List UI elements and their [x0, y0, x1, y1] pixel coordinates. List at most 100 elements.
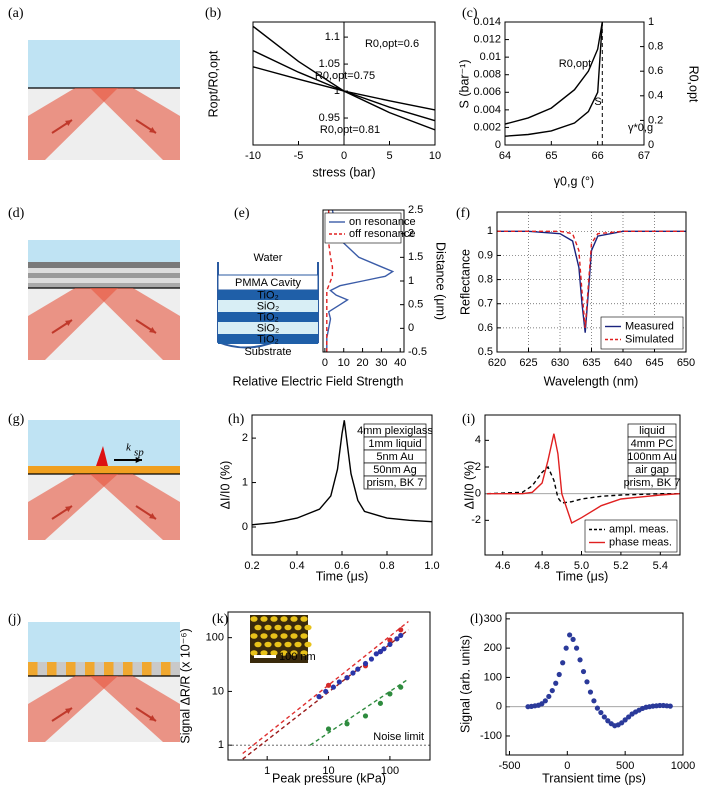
particle: [260, 650, 268, 656]
particle: [250, 616, 258, 622]
noise-label: Noise limit: [373, 731, 424, 743]
y-tick-label: 1.1: [325, 31, 340, 43]
x-axis-label: Wavelength (nm): [544, 374, 639, 388]
point: [323, 688, 329, 695]
particle: [260, 633, 268, 639]
x-tick-label: 67: [638, 150, 650, 162]
y-tick-label: 0.5: [408, 299, 423, 311]
x-tick-label: 640: [614, 357, 632, 369]
point: [591, 698, 597, 704]
point: [387, 691, 393, 697]
grating: [132, 662, 142, 676]
x-tick-label: 5.2: [613, 560, 628, 572]
y-tick-label: 10: [212, 685, 224, 697]
particle: [284, 641, 292, 648]
series-label: R0,opt: [559, 58, 591, 70]
point: [580, 668, 587, 675]
arrow-head: [65, 506, 72, 512]
y-tick-label: 0.002: [473, 121, 501, 133]
x-tick-label: 64: [499, 150, 511, 162]
layer: [28, 268, 180, 273]
y-tick-label: 0.006: [473, 86, 501, 98]
x-tick-label: 5.0: [574, 560, 589, 572]
legend: [324, 212, 402, 244]
point: [336, 679, 342, 685]
grating: [161, 662, 171, 676]
point: [387, 641, 393, 647]
beam: [90, 474, 180, 540]
beam: [90, 88, 180, 160]
particle: [274, 624, 282, 631]
x-tick-label: 0.6: [334, 560, 349, 572]
inset-cell: [627, 475, 677, 490]
layer: [218, 322, 318, 334]
y-tick-label: 4: [475, 434, 481, 446]
y-tick-label: 1: [334, 85, 340, 97]
point: [316, 694, 322, 700]
panel-label: (c): [462, 6, 478, 21]
point: [567, 632, 573, 638]
inset-cell: [363, 475, 427, 490]
water: [28, 40, 180, 88]
y-tick-label: 2: [408, 228, 414, 240]
point: [394, 636, 400, 642]
x-tick-label: -5: [294, 150, 304, 162]
point: [549, 687, 555, 694]
panel-label: (b): [205, 6, 222, 21]
y-tick-label: 1.05: [319, 58, 340, 70]
particle: [250, 633, 258, 639]
particle: [260, 616, 268, 622]
point: [587, 689, 594, 695]
plot-frame: [496, 211, 687, 353]
legend-label: Simulated: [625, 333, 674, 345]
point: [344, 675, 350, 681]
series-line: [497, 230, 686, 328]
stack-label: SiO₂: [257, 300, 280, 312]
series-line: [487, 433, 681, 525]
y-tick-label: 0.5: [478, 346, 493, 358]
point: [556, 671, 562, 678]
point: [368, 656, 375, 662]
series-label: R0,opt=0.81: [320, 124, 380, 136]
particle: [270, 633, 278, 639]
y-tick-label: 0.6: [478, 322, 493, 334]
x-tick-label: 1: [264, 765, 270, 777]
plot-frame: [484, 414, 681, 556]
x-tick-label: 635: [582, 357, 600, 369]
grating: [170, 662, 180, 676]
x-tick-label: 620: [488, 357, 506, 369]
y-tick-label: 0.008: [473, 69, 501, 81]
grating: [113, 662, 123, 676]
y-axis-label: S (bar⁻¹): [457, 60, 471, 109]
series-line: [497, 230, 686, 333]
x-axis-label: Time (μs): [556, 569, 609, 583]
x-tick-label: 40: [394, 357, 406, 369]
x-tick-label: 500: [616, 760, 634, 772]
y-tick-label: 0.01: [480, 51, 501, 63]
x-tick-label: 0.8: [379, 560, 394, 572]
particle: [280, 650, 288, 656]
y-axis-label: Reflectance: [458, 249, 472, 315]
y-tick-label: 1: [487, 225, 493, 237]
series-label: R0,opt=0.75: [315, 70, 375, 82]
beam: [28, 676, 118, 742]
point: [330, 684, 337, 690]
x-tick-label: 10: [338, 357, 350, 369]
point: [619, 720, 625, 726]
grating: [28, 662, 38, 676]
k-label: k: [126, 442, 132, 454]
panel-label: (e): [234, 206, 250, 221]
y-tick-label: 0: [242, 521, 248, 533]
y2-tick-label: 0.6: [648, 65, 663, 77]
point: [667, 703, 673, 709]
stack-label: TiO₂: [257, 333, 279, 345]
x-tick-label: 10: [322, 765, 334, 777]
point: [563, 645, 569, 651]
point: [377, 649, 384, 655]
plot-frame: [322, 209, 405, 353]
y-tick-label: 0.9: [478, 249, 493, 261]
grating: [123, 662, 133, 676]
point: [626, 714, 632, 720]
grating: [47, 662, 57, 676]
layer: [218, 334, 318, 344]
